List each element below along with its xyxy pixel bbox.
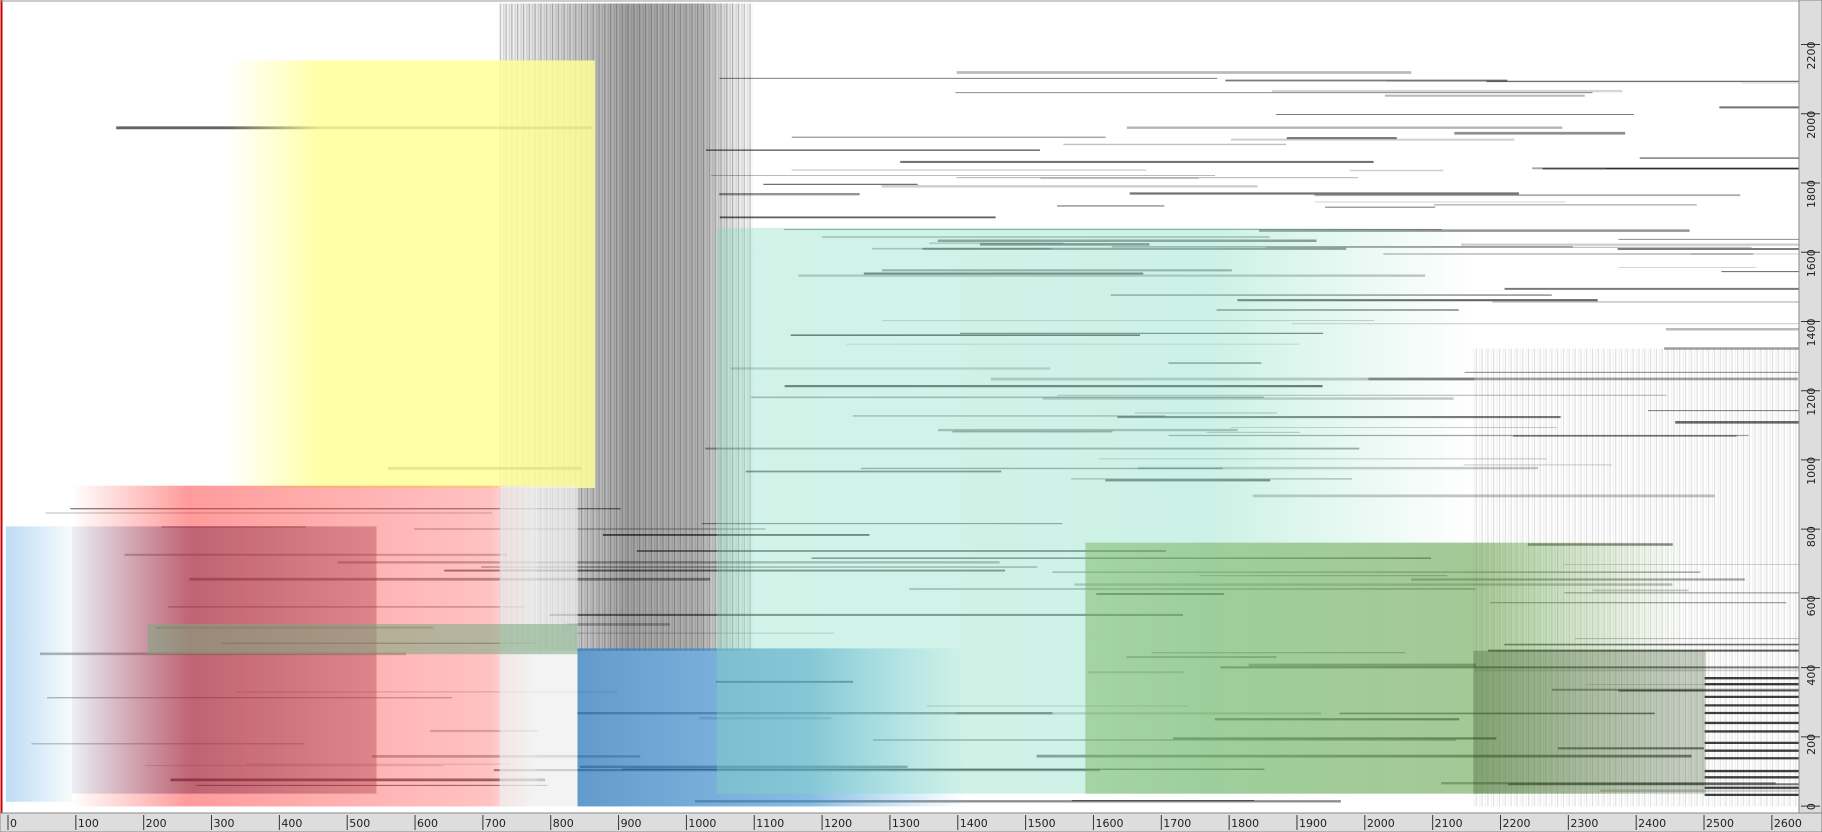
x-tick-label: 1600 bbox=[1095, 817, 1123, 830]
x-tick-label: 2100 bbox=[1435, 817, 1463, 830]
y-tick-label: 600 bbox=[1805, 595, 1818, 616]
x-tick-label: 1100 bbox=[756, 817, 784, 830]
y-tick-label: 800 bbox=[1805, 526, 1818, 547]
x-tick-label: 800 bbox=[553, 817, 574, 830]
x-tick-label: 0 bbox=[10, 817, 17, 830]
x-tick-label: 1500 bbox=[1028, 817, 1056, 830]
x-tick-label: 1200 bbox=[824, 817, 852, 830]
y-tick-label: 1600 bbox=[1805, 249, 1818, 277]
y-tick-label: 1000 bbox=[1805, 457, 1818, 485]
y-tick-label: 2000 bbox=[1805, 111, 1818, 139]
y-tick-label: 1200 bbox=[1805, 388, 1818, 416]
region-purple bbox=[72, 526, 377, 794]
y-tick-label: 400 bbox=[1805, 665, 1818, 686]
x-tick-label: 300 bbox=[214, 817, 235, 830]
y-tick-label: 0 bbox=[1805, 803, 1818, 810]
x-tick-label: 100 bbox=[78, 817, 99, 830]
x-tick-label: 500 bbox=[349, 817, 370, 830]
x-tick-label: 2000 bbox=[1367, 817, 1395, 830]
axes: 0 100 200 300 400 500 600 700 800 900 1000 1100 1200… bbox=[7, 42, 1820, 830]
x-tick-label: 1300 bbox=[892, 817, 920, 830]
x-axis-bar bbox=[0, 812, 1822, 832]
x-tick-label: 900 bbox=[621, 817, 642, 830]
plot-area bbox=[5, 3, 1799, 807]
x-tick-label: 1700 bbox=[1163, 817, 1191, 830]
y-tick-label: 2200 bbox=[1805, 42, 1818, 70]
x-tick-label: 200 bbox=[146, 817, 167, 830]
region-light-blue bbox=[5, 526, 73, 802]
x-tick-label: 700 bbox=[485, 817, 506, 830]
x-tick-label: 2200 bbox=[1503, 817, 1531, 830]
x-tick-label: 2400 bbox=[1638, 817, 1666, 830]
x-tick-label: 1800 bbox=[1231, 817, 1259, 830]
region-green-strip bbox=[147, 623, 578, 655]
y-axis-bar bbox=[1798, 0, 1822, 832]
x-tick-label: 1000 bbox=[688, 817, 716, 830]
y-tick-label: 200 bbox=[1805, 734, 1818, 755]
x-tick-label: 1900 bbox=[1299, 817, 1327, 830]
x-tick-label: 2500 bbox=[1706, 817, 1734, 830]
x-tick-label: 400 bbox=[281, 817, 302, 830]
y-tick-label: 1400 bbox=[1805, 318, 1818, 346]
x-tick-label: 600 bbox=[417, 817, 438, 830]
region-dark-green bbox=[1473, 650, 1706, 794]
region-green bbox=[1085, 542, 1685, 794]
x-tick-label: 1400 bbox=[960, 817, 988, 830]
x-tick-label: 2300 bbox=[1570, 817, 1598, 830]
x-tick-label: 2600 bbox=[1774, 817, 1802, 830]
region-yellow bbox=[227, 60, 595, 489]
y-tick-label: 1800 bbox=[1805, 180, 1818, 208]
